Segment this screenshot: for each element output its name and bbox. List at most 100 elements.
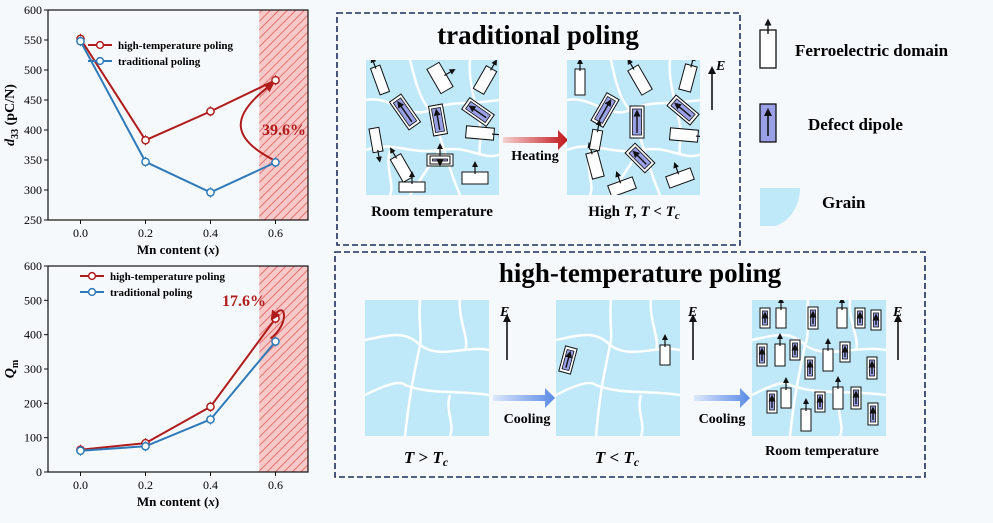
ferroelectric-domain — [369, 60, 391, 96]
heating-label: Heating — [511, 149, 558, 164]
high-temp-panel-border — [334, 251, 926, 478]
plot-frame — [47, 9, 309, 221]
domains-partial — [574, 60, 700, 195]
defect-dipole — [666, 94, 700, 126]
x-axis-label: Mn content (x) — [137, 242, 219, 257]
data-point — [271, 75, 280, 85]
y-tick-label: 250 — [24, 213, 42, 227]
data-point — [271, 158, 280, 167]
ferroelectric-domain — [659, 334, 671, 366]
data-point — [76, 36, 85, 46]
y-tick-label: 600 — [24, 259, 42, 273]
ferroelectric-domain — [668, 127, 700, 143]
highlight-region — [259, 10, 308, 220]
caption-room-temperature: Room temperature — [371, 204, 493, 220]
ferroelectric-domain — [822, 338, 834, 372]
ferroelectric-domain — [775, 300, 787, 329]
legend-grain: Grain — [822, 193, 866, 212]
cooling-arrow-2: Cooling — [694, 388, 750, 427]
legend-marker — [87, 287, 97, 297]
x-tick-label: 0.0 — [73, 478, 88, 492]
d33-chart: 250 300 350 400 450 500 550 600 0.0 0.2 0.4 0.6 Mn c… — [3, 3, 309, 257]
annotation-arrow — [239, 82, 275, 161]
y-tick-label: 0 — [36, 465, 42, 479]
ferroelectric-domain — [472, 60, 498, 95]
defect-dipole — [429, 155, 451, 167]
x-tick-label: 0.0 — [73, 226, 88, 240]
caption-high-t: High T, T < Tc — [588, 204, 680, 222]
y-tick-label: 600 — [24, 3, 42, 17]
defect-dipole — [814, 391, 826, 413]
ferroelectric-domain — [461, 161, 489, 185]
grain-above-tc — [365, 300, 489, 436]
series-line — [80, 340, 277, 452]
grain-room-temperature-aligned — [752, 300, 886, 436]
heating-arrow: Heating — [503, 130, 568, 164]
traditional-poling-panel: traditional poling Heating — [336, 12, 741, 246]
ferroelectric-domain — [800, 398, 812, 432]
legend: Ferroelectric domain Defect dipole Grain — [759, 18, 949, 226]
y-axis-label: Qm — [3, 359, 21, 378]
caption-below-tc: T < Tc — [595, 448, 640, 469]
grain-room-temperature — [366, 60, 499, 195]
x-tick-label: 0.4 — [203, 478, 218, 492]
highlight-region — [259, 266, 308, 472]
defect-dipole — [807, 306, 819, 330]
defect-dipole — [558, 345, 578, 375]
cooling-label-2: Cooling — [699, 412, 746, 427]
legend-label: traditional poling — [110, 287, 193, 299]
legend-label: traditional poling — [118, 56, 201, 68]
y-tick-label: 500 — [24, 293, 42, 307]
y-tick-label: 350 — [24, 153, 42, 167]
high-temp-title: high-temperature poling — [499, 258, 782, 288]
data-point — [206, 107, 215, 116]
ferroelectric-domain — [678, 60, 698, 93]
legend-marker — [95, 56, 105, 66]
ferroelectric-domain — [464, 125, 499, 141]
high-temperature-poling-panel: high-temperature poling — [334, 251, 926, 478]
series-line — [79, 40, 276, 194]
ferroelectric-domain — [398, 171, 426, 193]
ferroelectric-domain — [780, 377, 792, 409]
grain-icon — [760, 188, 800, 226]
y-tick-label: 200 — [24, 396, 42, 410]
grain-below-tc — [556, 300, 680, 436]
ferroelectric-domain — [607, 171, 637, 195]
cooling-label-1: Cooling — [504, 412, 551, 427]
field-label-1: E — [499, 305, 509, 320]
x-tick-label: 0.4 — [203, 226, 218, 240]
legend-marker — [95, 40, 105, 50]
y-tick-label: 300 — [24, 362, 42, 376]
legend-label: high-temperature poling — [118, 40, 233, 52]
x-tick-label: 0.2 — [138, 226, 153, 240]
ferroelectric-domain — [665, 162, 695, 189]
grain-boundaries — [556, 300, 680, 436]
defect-dipole — [388, 93, 422, 131]
traditional-panel-border — [336, 12, 741, 246]
ferroelectric-domain — [836, 300, 848, 329]
x-tick-label: 0.6 — [268, 478, 283, 492]
defect-dipole — [624, 142, 656, 174]
ferroelectric-domain — [774, 333, 786, 367]
defect-dipole — [759, 307, 771, 329]
field-label-3: E — [892, 305, 902, 320]
grain-square — [752, 300, 886, 436]
y-tick-label: 550 — [24, 33, 42, 47]
domains-random — [368, 60, 499, 193]
ferroelectric-domain — [832, 376, 844, 410]
x-tick-label: 0.2 — [138, 478, 153, 492]
ferroelectric-domain — [627, 60, 653, 96]
defect-dipole — [870, 309, 882, 331]
field-label: E — [715, 59, 725, 74]
defect-dipole — [854, 307, 866, 329]
ferroelectric-domain — [389, 147, 415, 183]
traditional-title: traditional poling — [437, 20, 639, 50]
domains-nucleating — [558, 334, 671, 375]
data-point — [76, 446, 85, 456]
field-arrows: E E E — [499, 305, 902, 360]
legend-ferroelectric-domain: Ferroelectric domain — [795, 41, 949, 60]
defect-dipole — [629, 105, 645, 139]
legend-defect-dipole: Defect dipole — [808, 115, 903, 134]
data-point — [271, 337, 280, 346]
